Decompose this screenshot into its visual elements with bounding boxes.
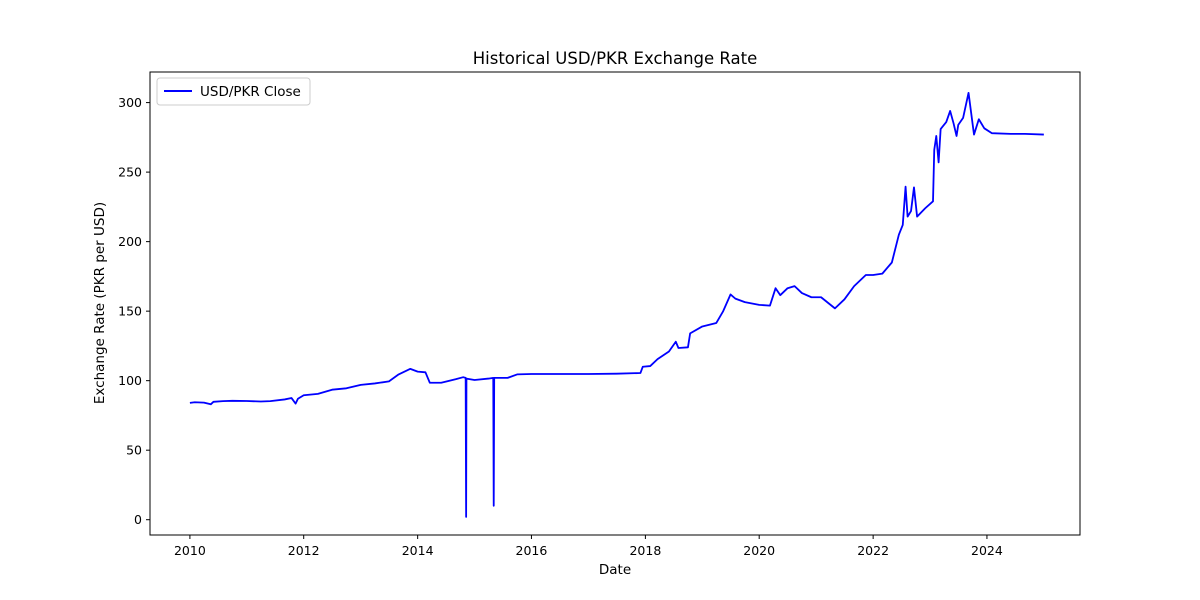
y-axis: 0 50 100 150 200 250 300 [118, 95, 150, 527]
x-tick-label: 2024 [971, 543, 1003, 558]
chart-title: Historical USD/PKR Exchange Rate [473, 49, 758, 68]
y-tick-label: 200 [118, 234, 142, 249]
legend-box [156, 77, 311, 106]
x-axis: 2010 2012 2014 2016 2018 2020 2022 2024 [174, 535, 1003, 558]
y-tick-label: 100 [118, 373, 142, 388]
y-tick-label: 300 [118, 95, 142, 110]
legend-label: USD/PKR Close [200, 84, 301, 100]
y-tick-label: 150 [118, 304, 142, 319]
x-tick-label: 2014 [402, 543, 434, 558]
x-tick-label: 2012 [288, 543, 320, 558]
y-tick-label: 0 [134, 512, 142, 527]
x-tick-label: 2016 [516, 543, 548, 558]
x-axis-label: Date [599, 562, 631, 578]
plot-frame [149, 71, 1081, 536]
y-axis-label: Exchange Rate (PKR per USD) [92, 202, 108, 404]
x-tick-label: 2018 [629, 543, 661, 558]
series-line-usd-pkr-close [189, 91, 1044, 518]
x-tick-label: 2010 [174, 543, 206, 558]
x-tick-label: 2020 [743, 543, 775, 558]
legend: USD/PKR Close [156, 77, 311, 106]
x-tick-label: 2022 [857, 543, 889, 558]
y-tick-label: 250 [118, 165, 142, 180]
series-layer [189, 91, 1044, 518]
y-tick-label: 50 [126, 443, 142, 458]
